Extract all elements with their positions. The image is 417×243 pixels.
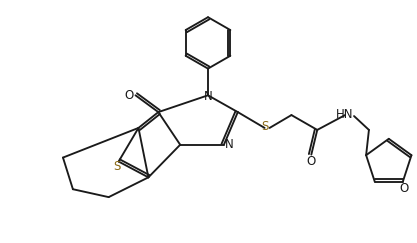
Text: O: O xyxy=(306,155,316,168)
Text: HN: HN xyxy=(337,108,354,121)
Text: O: O xyxy=(124,89,133,102)
Text: S: S xyxy=(261,121,268,133)
Text: N: N xyxy=(224,138,233,151)
Text: N: N xyxy=(203,90,212,103)
Text: S: S xyxy=(113,160,120,173)
Text: O: O xyxy=(399,182,408,195)
